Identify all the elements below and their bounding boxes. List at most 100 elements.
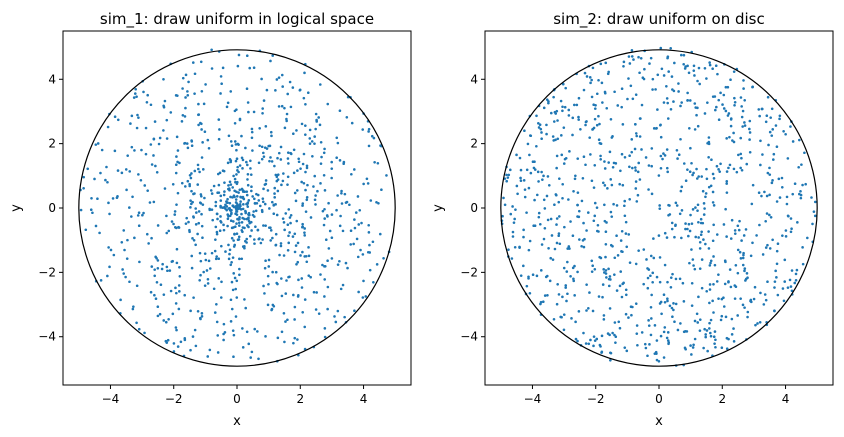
scatter-point (528, 239, 532, 243)
scatter-point (591, 309, 595, 313)
scatter-point (296, 260, 300, 264)
scatter-point (718, 170, 722, 173)
scatter-point (210, 208, 214, 211)
scatter-point (662, 101, 666, 104)
scatter-point (198, 170, 201, 174)
scatter-point (578, 238, 581, 241)
scatter-point (226, 197, 229, 201)
scatter-point (539, 269, 543, 272)
scatter-point (245, 237, 249, 241)
scatter-point (318, 123, 322, 127)
scatter-point (729, 285, 733, 289)
scatter-point (702, 202, 706, 205)
scatter-point (540, 137, 543, 141)
scatter-point (741, 125, 744, 128)
scatter-point (210, 48, 213, 52)
scatter-point (601, 101, 604, 104)
scatter-point (338, 224, 342, 228)
scatter-point (229, 219, 233, 223)
scatter-point (219, 219, 222, 223)
scatter-point (628, 62, 632, 65)
scatter-point (647, 324, 651, 327)
scatter-point (696, 106, 699, 110)
scatter-point (589, 153, 592, 156)
scatter-point (304, 254, 308, 258)
scatter-point (663, 300, 667, 304)
scatter-point (278, 253, 281, 257)
scatter-point (742, 87, 745, 90)
scatter-point (112, 253, 116, 257)
scatter-point (322, 151, 326, 155)
scatter-point (555, 241, 559, 245)
scatter-point (686, 227, 689, 231)
scatter-point (281, 217, 285, 220)
scatter-point (323, 327, 327, 330)
scatter-point (709, 331, 712, 335)
scatter-point (274, 203, 277, 206)
scatter-point (654, 127, 658, 130)
scatter-point (270, 134, 273, 138)
scatter-point (791, 192, 795, 196)
scatter-point (319, 273, 322, 276)
scatter-point (263, 292, 266, 295)
scatter-point (665, 236, 669, 239)
scatter-point (261, 197, 265, 200)
scatter-point (666, 101, 669, 105)
scatter-point (634, 166, 637, 169)
scatter-point (184, 96, 187, 99)
scatter-point (529, 171, 533, 175)
scatter-point (241, 226, 245, 229)
scatter-point (235, 279, 239, 283)
scatter-point (288, 231, 291, 234)
scatter-point (751, 241, 754, 245)
scatter-point (646, 354, 649, 358)
scatter-point (206, 282, 210, 285)
scatter-point (133, 149, 136, 152)
scatter-point (684, 347, 687, 351)
scatter-point (286, 92, 290, 96)
scatter-point (537, 126, 541, 129)
scatter-point (125, 257, 129, 260)
scatter-point (730, 333, 734, 336)
scatter-point (161, 262, 164, 266)
scatter-point (270, 308, 273, 312)
scatter-point (592, 335, 596, 338)
scatter-point (257, 199, 261, 202)
scatter-point (139, 178, 143, 182)
scatter-point (739, 257, 743, 260)
scatter-point (740, 156, 743, 160)
scatter-point (663, 231, 667, 235)
scatter-point (234, 315, 238, 318)
scatter-point (266, 303, 270, 307)
scatter-point (672, 100, 675, 103)
scatter-point (120, 171, 124, 175)
scatter-point (258, 204, 262, 208)
scatter-point (725, 179, 729, 183)
scatter-point (222, 228, 226, 232)
scatter-point (610, 136, 614, 139)
scatter-point (609, 278, 612, 281)
scatter-point (537, 211, 541, 215)
scatter-point (765, 114, 769, 118)
scatter-point (301, 202, 305, 205)
scatter-point (621, 183, 625, 187)
scatter-point (666, 299, 669, 303)
scatter-point (776, 293, 780, 297)
scatter-point (231, 329, 235, 332)
scatter-point (620, 250, 623, 253)
scatter-point (540, 243, 544, 246)
scatter-point (694, 235, 698, 239)
scatter-point (327, 247, 331, 250)
scatter-point (107, 246, 110, 249)
scatter-point (231, 288, 235, 292)
y-tick-label: 4 (470, 72, 478, 86)
scatter-point (582, 245, 586, 249)
scatter-point (573, 177, 577, 181)
scatter-point (577, 96, 581, 100)
scatter-point (364, 295, 368, 298)
scatter-point (634, 187, 638, 190)
scatter-point (253, 242, 256, 245)
scatter-point (775, 262, 779, 266)
scatter-point (209, 189, 213, 192)
scatter-point (595, 229, 599, 233)
